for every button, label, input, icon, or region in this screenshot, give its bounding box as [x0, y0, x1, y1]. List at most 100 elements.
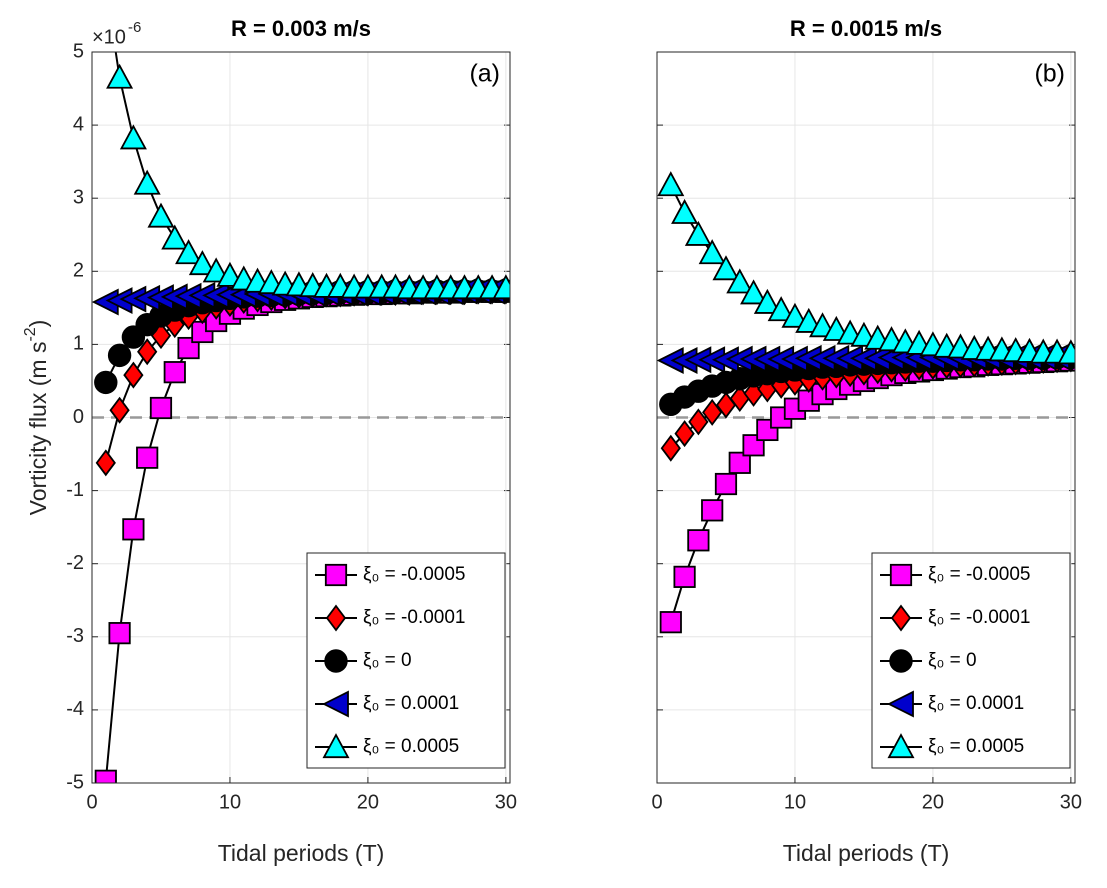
axis-multiplier: ×10	[92, 26, 126, 48]
y-tick-label: 4	[73, 113, 84, 135]
marker-diamond	[137, 338, 158, 366]
marker-square	[701, 499, 724, 522]
marker-triangle-up	[202, 257, 230, 283]
x-tick-label: 20	[922, 791, 944, 813]
marker-square	[108, 622, 131, 645]
marker-triangle-up	[767, 296, 795, 322]
y-tick-label: 2	[73, 260, 84, 282]
marker-triangle-up	[726, 268, 754, 294]
annotation: (a)	[469, 60, 500, 88]
marker-square	[149, 396, 173, 420]
marker-square	[728, 451, 751, 474]
y-axis-label-text: Vorticity flux (m s	[25, 342, 51, 516]
x-tick-label: 20	[357, 791, 379, 813]
legend-label: ξ₀ = 0.0001	[363, 693, 459, 714]
legend-label: ξ₀ = 0.0001	[928, 693, 1024, 714]
panel: -5 -4 -3 -2 -1 0 1 2 3 4 5 0 10 20 30 R = 0.003 m/s (a) T…	[22, 16, 517, 866]
marker-triangle-up	[887, 733, 915, 759]
marker-triangle-up	[175, 239, 203, 265]
y-tick-label: -1	[66, 479, 84, 501]
marker-triangle-up	[753, 288, 781, 314]
annotation: (b)	[1034, 60, 1065, 88]
x-tick-label: 10	[784, 791, 806, 813]
marker-triangle-up	[147, 202, 175, 228]
y-tick-label: -5	[66, 771, 84, 793]
y-tick-label: 0	[73, 406, 84, 428]
plot-data	[657, 171, 1075, 634]
marker-triangle-up	[698, 239, 726, 265]
x-tick-label: 0	[86, 791, 97, 813]
marker-square	[659, 611, 682, 634]
marker-square	[714, 472, 738, 496]
marker-circle	[324, 649, 348, 673]
marker-circle	[94, 370, 118, 395]
marker-diamond	[702, 398, 723, 426]
y-tick-label: -4	[66, 698, 84, 720]
marker-diamond	[660, 434, 681, 462]
legend-label: ξ₀ = 0.0005	[928, 736, 1024, 757]
marker-triangle-up	[133, 169, 161, 195]
y-tick-label: -3	[66, 625, 84, 647]
marker-triangle-up	[781, 302, 809, 328]
marker-triangle-up	[795, 307, 823, 333]
marker-square	[163, 361, 186, 384]
axis-multiplier-exponent: -6	[128, 19, 141, 36]
y-axis-label-exponent: -2	[22, 327, 39, 341]
x-tick-label: 0	[651, 791, 662, 813]
x-axis-label: Tidal periods (T)	[783, 840, 950, 866]
y-tick-label: 5	[73, 40, 84, 62]
marker-triangle-up	[188, 250, 216, 276]
chart-title: R = 0.003 m/s	[231, 16, 371, 41]
marker-circle	[889, 649, 913, 673]
legend-label: ξ₀ = 0	[928, 650, 977, 671]
legend-label: ξ₀ = -0.0005	[363, 564, 466, 585]
marker-square	[324, 563, 348, 587]
marker-triangle-up	[161, 224, 189, 250]
marker-square	[687, 529, 710, 552]
legend-label: ξ₀ = 0	[363, 650, 412, 671]
marker-diamond	[325, 604, 347, 632]
marker-triangle-left	[886, 690, 914, 718]
marker-triangle-up	[119, 124, 147, 150]
marker-diamond	[674, 420, 695, 448]
legend-box	[871, 552, 1071, 769]
y-axis-label: Vorticity flux (m s-2)	[22, 320, 51, 516]
marker-diamond	[123, 361, 144, 389]
marker-triangle-up	[740, 279, 768, 305]
y-tick-label: 1	[73, 333, 84, 355]
marker-triangle-up	[1057, 339, 1075, 365]
chart-title: R = 0.0015 m/s	[790, 16, 942, 41]
marker-circle	[107, 343, 132, 368]
marker-triangle-up	[712, 255, 740, 281]
marker-square	[889, 563, 913, 587]
marker-triangle-up	[671, 198, 699, 224]
x-tick-label: 30	[1060, 791, 1082, 813]
y-axis-label-text: )	[25, 320, 51, 328]
x-axis-label: Tidal periods (T)	[218, 840, 385, 866]
marker-diamond	[109, 396, 130, 424]
legend-label: ξ₀ = -0.0001	[928, 607, 1031, 628]
legend-label: ξ₀ = -0.0005	[928, 564, 1031, 585]
marker-triangle-up	[106, 63, 134, 89]
marker-triangle-up	[322, 733, 350, 759]
panel: 0 10 20 30 R = 0.0015 m/s (b) Tidal periods (T…	[651, 16, 1082, 866]
marker-diamond	[688, 408, 709, 436]
marker-diamond	[890, 604, 912, 632]
marker-square	[673, 565, 696, 588]
marker-square	[122, 518, 145, 541]
marker-square	[136, 446, 159, 469]
axes-box	[91, 51, 511, 784]
y-tick-label: 3	[73, 186, 84, 208]
marker-square	[94, 769, 117, 783]
y-tick-label: -2	[66, 552, 84, 574]
marker-diamond	[95, 449, 116, 477]
x-tick-label: 10	[219, 791, 241, 813]
x-tick-label: 30	[495, 791, 517, 813]
marker-triangle-left	[321, 690, 349, 718]
legend-label: ξ₀ = 0.0005	[363, 736, 459, 757]
marker-triangle-up	[492, 274, 510, 300]
axes-box	[656, 51, 1076, 784]
marker-triangle-up	[684, 220, 712, 246]
legend-label: ξ₀ = -0.0001	[363, 607, 466, 628]
